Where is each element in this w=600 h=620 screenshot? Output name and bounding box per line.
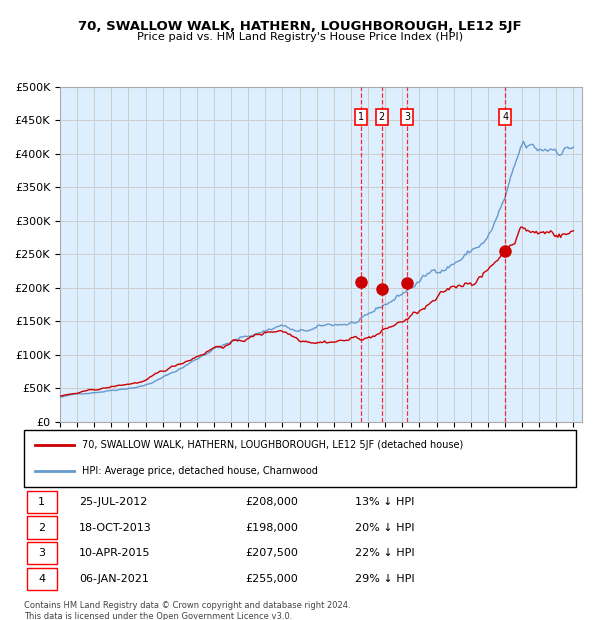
Text: 1: 1: [38, 497, 45, 507]
Text: £198,000: £198,000: [245, 523, 298, 533]
Text: 1: 1: [358, 112, 364, 122]
Text: £208,000: £208,000: [245, 497, 298, 507]
Text: 18-OCT-2013: 18-OCT-2013: [79, 523, 152, 533]
Text: 06-JAN-2021: 06-JAN-2021: [79, 574, 149, 584]
Text: 70, SWALLOW WALK, HATHERN, LOUGHBOROUGH, LE12 5JF: 70, SWALLOW WALK, HATHERN, LOUGHBOROUGH,…: [78, 20, 522, 33]
Text: Price paid vs. HM Land Registry's House Price Index (HPI): Price paid vs. HM Land Registry's House …: [137, 32, 463, 42]
FancyBboxPatch shape: [27, 516, 57, 539]
Text: 22% ↓ HPI: 22% ↓ HPI: [355, 548, 415, 558]
Text: 70, SWALLOW WALK, HATHERN, LOUGHBOROUGH, LE12 5JF (detached house): 70, SWALLOW WALK, HATHERN, LOUGHBOROUGH,…: [82, 440, 463, 450]
Text: HPI: Average price, detached house, Charnwood: HPI: Average price, detached house, Char…: [82, 466, 318, 476]
FancyBboxPatch shape: [27, 491, 57, 513]
FancyBboxPatch shape: [27, 567, 57, 590]
Text: 3: 3: [38, 548, 45, 558]
Text: 10-APR-2015: 10-APR-2015: [79, 548, 151, 558]
Text: 2: 2: [38, 523, 45, 533]
Text: 20% ↓ HPI: 20% ↓ HPI: [355, 523, 415, 533]
Text: 13% ↓ HPI: 13% ↓ HPI: [355, 497, 415, 507]
Text: 4: 4: [502, 112, 508, 122]
Text: 29% ↓ HPI: 29% ↓ HPI: [355, 574, 415, 584]
FancyBboxPatch shape: [27, 542, 57, 564]
Text: 3: 3: [404, 112, 410, 122]
Text: 25-JUL-2012: 25-JUL-2012: [79, 497, 148, 507]
FancyBboxPatch shape: [24, 430, 576, 487]
Text: £207,500: £207,500: [245, 548, 298, 558]
Text: 4: 4: [38, 574, 45, 584]
Text: £255,000: £255,000: [245, 574, 298, 584]
Text: 2: 2: [379, 112, 385, 122]
Text: Contains HM Land Registry data © Crown copyright and database right 2024.
This d: Contains HM Land Registry data © Crown c…: [24, 601, 350, 620]
